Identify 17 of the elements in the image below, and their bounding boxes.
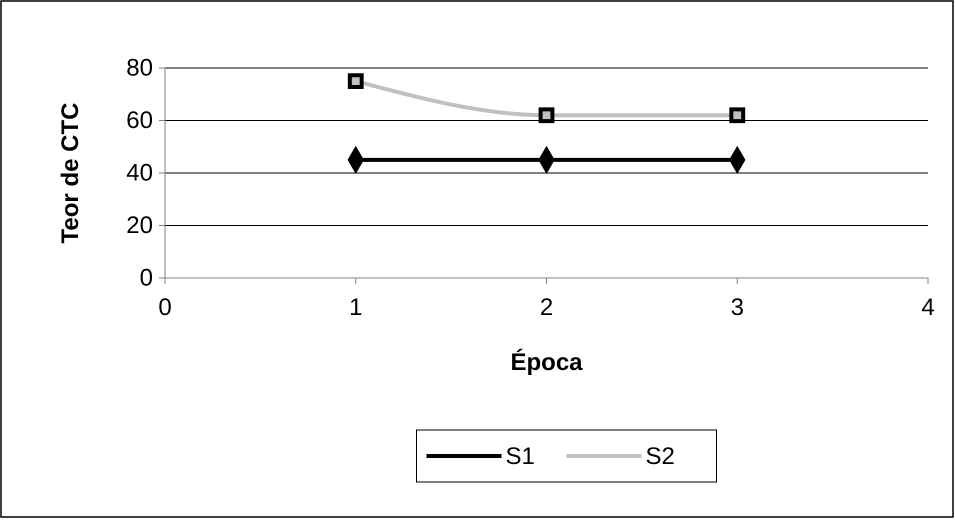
point — [538, 107, 554, 124]
x-tick-label: 4 — [921, 294, 935, 322]
y-axis-title: Teor de CTC — [57, 102, 84, 244]
x-tick-label: 2 — [540, 294, 554, 322]
y-tick-label: 80 — [126, 54, 153, 82]
y-tick-label: 20 — [126, 212, 153, 240]
y-tick-label: 60 — [126, 107, 153, 134]
y-tick-label: 40 — [126, 160, 153, 187]
point — [729, 107, 746, 124]
legend-label: S1 — [506, 443, 535, 470]
x-axis-title: Época — [510, 348, 584, 376]
point — [348, 73, 364, 90]
y-tick-label: 0 — [140, 264, 153, 292]
legend-label: S2 — [646, 443, 675, 470]
x-tick-label: 0 — [158, 294, 172, 322]
x-tick-label: 3 — [730, 294, 744, 322]
x-tick-label: 1 — [349, 294, 362, 322]
